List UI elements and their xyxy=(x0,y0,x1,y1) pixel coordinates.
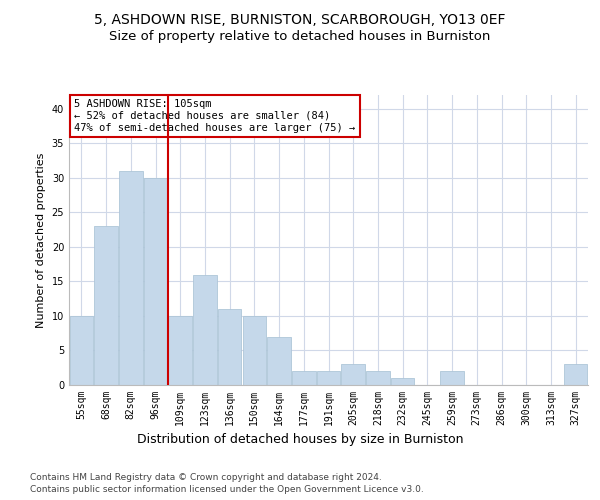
Text: 5 ASHDOWN RISE: 105sqm
← 52% of detached houses are smaller (84)
47% of semi-det: 5 ASHDOWN RISE: 105sqm ← 52% of detached… xyxy=(74,100,355,132)
Bar xyxy=(317,371,340,385)
Bar xyxy=(242,316,266,385)
Bar xyxy=(70,316,93,385)
Bar xyxy=(341,364,365,385)
Bar xyxy=(292,371,316,385)
Y-axis label: Number of detached properties: Number of detached properties xyxy=(36,152,46,328)
Bar xyxy=(193,274,217,385)
Bar xyxy=(366,371,389,385)
Text: Contains HM Land Registry data © Crown copyright and database right 2024.: Contains HM Land Registry data © Crown c… xyxy=(30,472,382,482)
Bar xyxy=(440,371,464,385)
Bar xyxy=(268,336,291,385)
Text: Distribution of detached houses by size in Burniston: Distribution of detached houses by size … xyxy=(137,432,463,446)
Text: 5, ASHDOWN RISE, BURNISTON, SCARBOROUGH, YO13 0EF: 5, ASHDOWN RISE, BURNISTON, SCARBOROUGH,… xyxy=(94,12,506,26)
Bar xyxy=(391,378,415,385)
Text: Size of property relative to detached houses in Burniston: Size of property relative to detached ho… xyxy=(109,30,491,43)
Bar xyxy=(119,171,143,385)
Bar xyxy=(144,178,167,385)
Text: Contains public sector information licensed under the Open Government Licence v3: Contains public sector information licen… xyxy=(30,485,424,494)
Bar xyxy=(169,316,192,385)
Bar xyxy=(94,226,118,385)
Bar xyxy=(218,309,241,385)
Bar xyxy=(564,364,587,385)
